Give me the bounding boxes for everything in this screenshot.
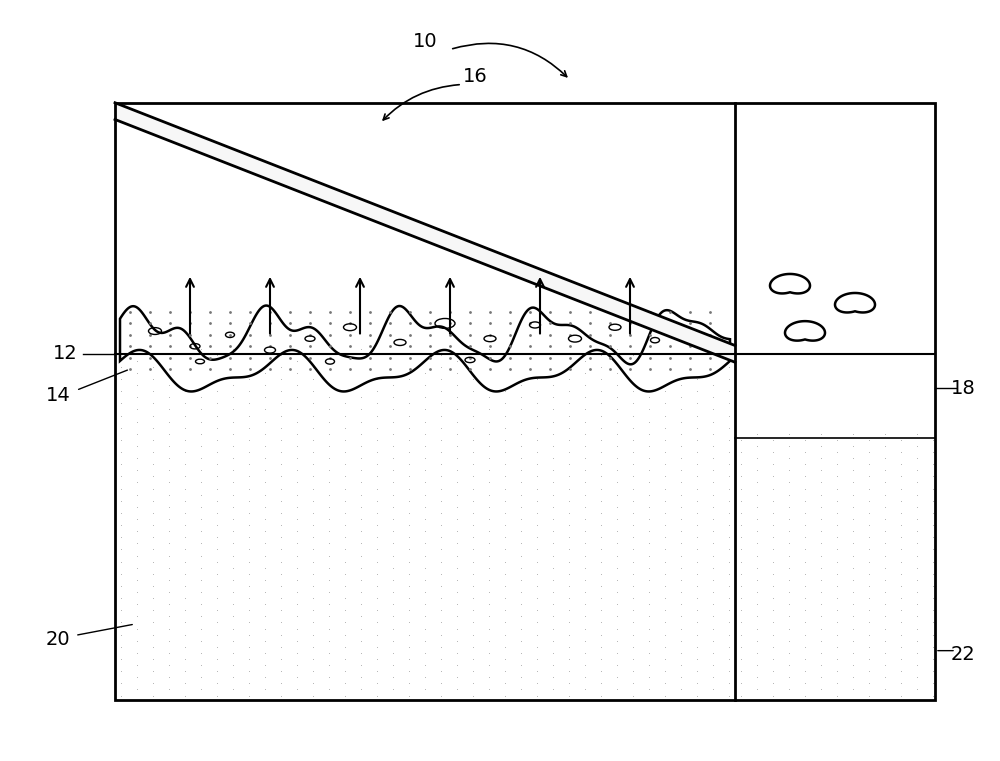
Text: 18: 18 [951,379,975,397]
Text: 12: 12 [53,345,77,363]
Text: 16: 16 [463,67,487,85]
Text: 20: 20 [46,630,70,648]
Polygon shape [115,103,735,362]
Text: 22: 22 [951,645,975,664]
FancyArrowPatch shape [453,43,567,77]
Polygon shape [785,321,825,341]
Polygon shape [120,306,730,391]
Polygon shape [770,274,810,294]
Text: 14: 14 [46,387,70,405]
FancyArrowPatch shape [383,84,459,120]
Polygon shape [835,293,875,313]
Polygon shape [115,103,735,362]
Text: 10: 10 [413,33,437,51]
Bar [115,103,935,700]
